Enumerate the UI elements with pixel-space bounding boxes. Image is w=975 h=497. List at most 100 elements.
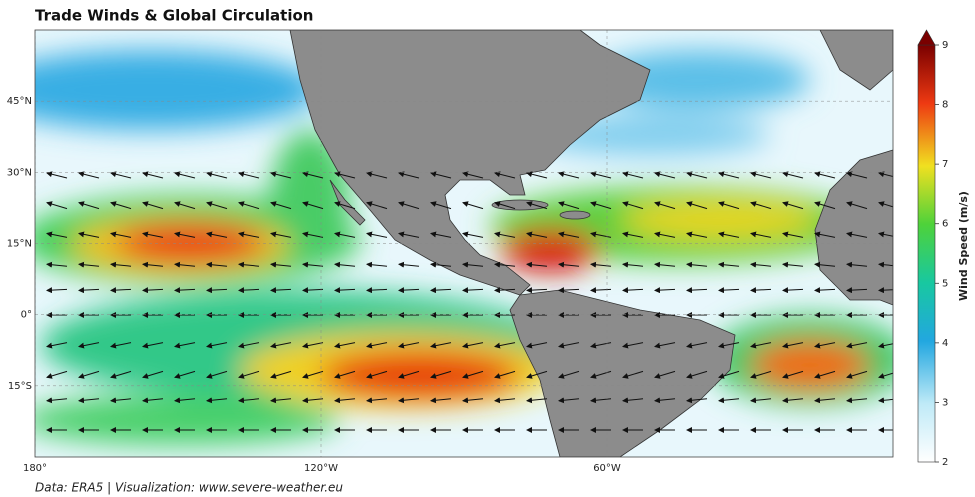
wind-arrow (878, 397, 893, 404)
wind-arrow (718, 201, 740, 210)
wind-arrow (110, 231, 132, 238)
wind-arrow (718, 342, 740, 349)
colorbar-tick-label: 3 (942, 397, 948, 408)
wind-arrow (494, 370, 516, 379)
wind-arrow (238, 171, 260, 179)
wind-arrow (558, 342, 580, 349)
lon-tick-label: 120°W (304, 463, 338, 474)
wind-arrow (270, 261, 292, 268)
wind-arrow (398, 201, 420, 210)
wind-arrow (110, 370, 132, 379)
wind-arrow (558, 370, 580, 379)
wind-arrow (622, 342, 644, 349)
wind-arrow (750, 342, 772, 349)
wind-arrow (654, 370, 676, 379)
wind-arrow (718, 370, 740, 379)
wind-arrow (814, 171, 836, 179)
wind-arrow (846, 231, 868, 238)
wind-arrow (782, 397, 804, 404)
wind-arrow (398, 231, 420, 238)
wind-arrow (174, 201, 196, 210)
colorbar-tick-label: 2 (942, 457, 948, 468)
wind-arrow (686, 397, 708, 404)
wind-arrow (782, 171, 804, 179)
colorbar-tick-label: 5 (942, 278, 948, 289)
wind-arrow (526, 370, 548, 379)
wind-arrow (590, 342, 612, 349)
wind-arrow (814, 287, 836, 294)
wind-arrow (750, 397, 772, 404)
wind-arrow (430, 201, 452, 210)
wind-arrow (366, 261, 388, 268)
lat-tick-label: 0° (21, 310, 32, 321)
wind-arrow (622, 231, 644, 238)
wind-arrow (238, 287, 260, 294)
baja-california (329, 179, 366, 226)
wind-arrow (718, 287, 740, 294)
wind-arrow (462, 287, 484, 294)
wind-arrow (78, 201, 100, 210)
wind-arrow (366, 287, 388, 294)
wind-arrow (590, 231, 612, 238)
wind-arrow (142, 261, 164, 268)
map-title: Trade Winds & Global Circulation (35, 7, 313, 25)
wind-arrow (174, 287, 196, 294)
wind-arrow (846, 201, 868, 210)
wind-arrow (462, 370, 484, 379)
wind-arrow (78, 287, 100, 294)
wind-arrow (78, 261, 100, 268)
wind-arrow (526, 397, 548, 404)
wind-arrow (174, 231, 196, 238)
wind-arrow (750, 370, 772, 379)
wind-arrow (622, 287, 644, 294)
wind-arrow (398, 370, 420, 379)
wind-arrow (270, 201, 292, 210)
wind-arrow (878, 231, 893, 238)
wind-arrow (142, 287, 164, 294)
wind-arrow (46, 171, 68, 179)
wind-arrow (302, 261, 324, 268)
wind-arrow (494, 201, 516, 210)
wind-arrow (110, 287, 132, 294)
wind-arrow (590, 201, 612, 210)
wind-arrow (526, 171, 548, 179)
wind-arrow (750, 231, 772, 238)
wind-arrow (206, 287, 228, 294)
wind-arrow (398, 171, 420, 179)
wind-arrow (142, 231, 164, 238)
wind-arrow (782, 201, 804, 210)
wind-arrow (878, 372, 893, 379)
wind-arrow (846, 397, 868, 404)
wind-arrow (590, 397, 612, 404)
wind-arrow (46, 370, 68, 379)
colorbar-tick-label: 4 (942, 338, 948, 349)
graticule (35, 30, 893, 457)
wind-vectors (46, 171, 893, 433)
wind-arrow (846, 171, 868, 179)
wind-arrow (622, 171, 644, 179)
wind-arrow (846, 287, 868, 294)
colorbar-tick-label: 8 (942, 100, 948, 111)
wind-arrow (206, 370, 228, 379)
wind-arrow (686, 342, 708, 349)
wind-arrow (270, 231, 292, 238)
wind-arrow (814, 231, 836, 238)
wind-arrow (558, 171, 580, 179)
wind-arrow (206, 397, 228, 404)
wind-arrow (334, 261, 356, 268)
wind-arrow (462, 231, 484, 238)
wind-arrow (654, 287, 676, 294)
wind-arrow (590, 370, 612, 379)
wind-arrow (270, 397, 292, 404)
wind-arrow (654, 231, 676, 238)
wind-arrow (878, 287, 893, 294)
wind-arrow (334, 171, 356, 179)
wind-arrow (718, 231, 740, 238)
wind-arrow (846, 370, 868, 379)
wind-arrow (590, 171, 612, 179)
wind-arrow (46, 261, 68, 268)
wind-arrow (142, 171, 164, 179)
wind-arrow (558, 231, 580, 238)
wind-arrow (750, 287, 772, 294)
